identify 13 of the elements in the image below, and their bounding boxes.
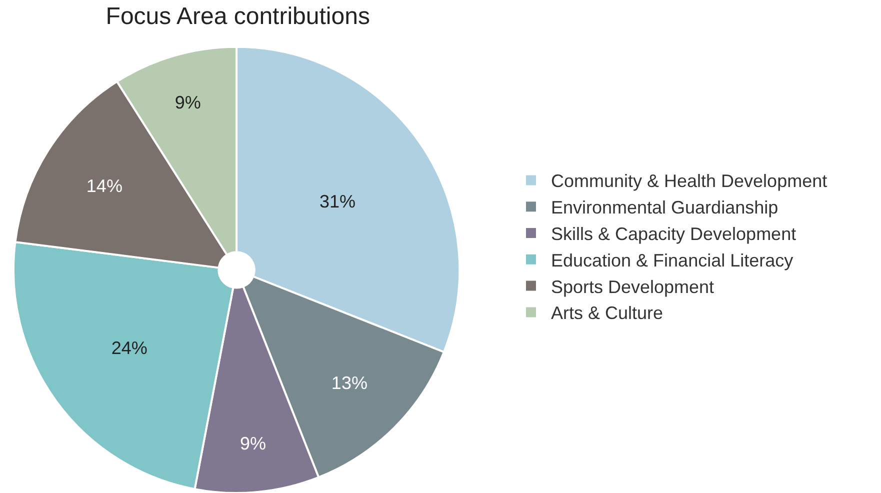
legend-label: Environmental Guardianship [550,198,778,218]
legend-label: Education & Financial Literacy [550,250,794,270]
data-label: 9% [174,92,201,112]
data-label: 24% [111,338,148,358]
data-label: 31% [320,191,356,212]
chart-title: Focus Area contributions [106,3,370,30]
data-label: 13% [331,372,368,393]
legend-label: Community & Health Development [550,171,828,192]
data-label: 14% [86,176,122,196]
legend-label: Arts & Culture [550,303,664,324]
data-label: 9% [240,434,266,454]
legend-label: Skills & Capacity Development [550,224,796,244]
legend-label: Sports Development [550,276,714,297]
